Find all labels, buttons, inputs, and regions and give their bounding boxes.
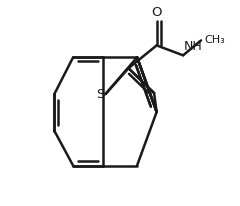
Text: O: O [151, 6, 162, 19]
Text: NH: NH [184, 40, 203, 53]
Text: S: S [96, 88, 105, 101]
Text: CH₃: CH₃ [204, 35, 225, 46]
